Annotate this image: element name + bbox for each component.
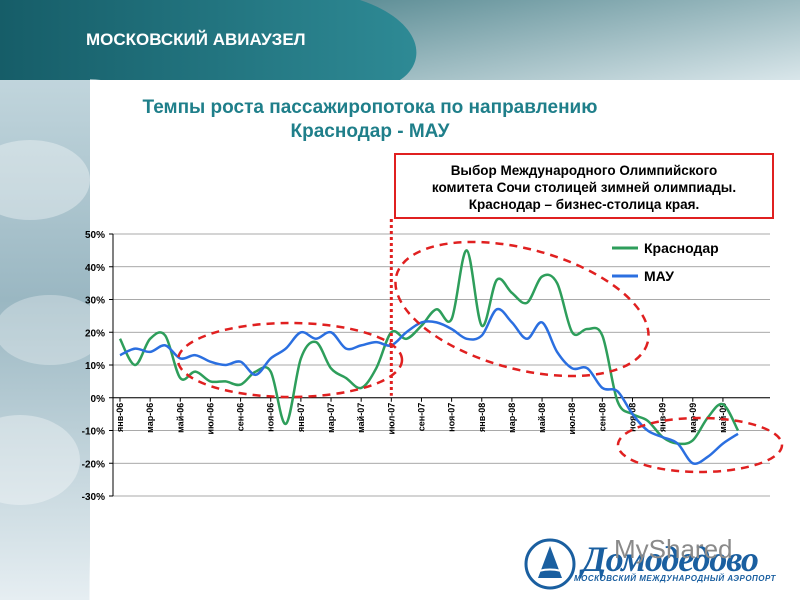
x-tick-label: ноя-08	[627, 403, 637, 432]
highlight-ellipse-2006	[176, 321, 404, 399]
x-tick-label: май-09	[718, 403, 728, 433]
x-tick-label: сен-07	[416, 403, 426, 431]
title-line-2: Краснодар - МАУ	[290, 121, 450, 142]
x-tick-label: сен-06	[236, 403, 246, 431]
x-tick-label: май-06	[175, 403, 185, 433]
x-tick-label: мар-07	[326, 403, 336, 433]
callout-line-1: Выбор Международного Олимпийского	[450, 163, 718, 178]
y-tick-label: 50%	[85, 230, 105, 241]
y-axis: 50% 40% 30% 20% 10% 0% -10% -20% -30%	[82, 230, 114, 503]
x-tick-label: июл-08	[567, 403, 577, 435]
x-tick-label: май-07	[356, 403, 366, 433]
x-tick-label: сен-08	[597, 403, 607, 431]
x-tick-label: мар-06	[145, 403, 155, 433]
page-title: Темпы роста пассажиропотока по направлен…	[120, 96, 620, 144]
x-tick-label: июл-07	[386, 403, 396, 435]
x-tick-label: июл-06	[205, 403, 215, 435]
y-tick-label: -30%	[82, 492, 105, 503]
legend-label: Краснодар	[644, 240, 719, 256]
annotations	[176, 219, 784, 474]
x-tick-label: май-08	[537, 403, 547, 433]
y-tick-label: -10%	[82, 427, 105, 438]
airport-logo-icon	[524, 538, 576, 590]
y-tick-label: 40%	[85, 263, 105, 274]
series-line-mau	[119, 307, 739, 466]
x-tick-label: янв-07	[296, 403, 306, 432]
x-tick-label: мар-08	[507, 403, 517, 433]
y-tick-label: 30%	[85, 296, 105, 307]
watermark: MyShared	[614, 534, 733, 564]
logo-subtitle: МОСКОВСКИЙ МЕЖДУНАРОДНЫЙ АЭРОПОРТ	[574, 574, 776, 583]
highlight-ellipse-2009	[616, 416, 784, 474]
callout-line-3: Краснодар – бизнес-столица края.	[468, 197, 700, 212]
chart-series	[118, 249, 740, 466]
highlight-ellipse-2007-2008	[394, 240, 650, 378]
x-axis: янв-06 мар-06 май-06 июл-06 сен-06 ноя-06 янв-…	[113, 397, 770, 435]
callout-line-2: комитета Сочи столицей зимней олимпиады.	[431, 180, 737, 195]
logo-wordmark: Домодедово	[582, 539, 759, 579]
legend-label: МАУ	[644, 268, 674, 284]
y-tick-label: -20%	[82, 459, 105, 470]
title-line-1: Темпы роста пассажиропотока по направлен…	[142, 97, 598, 118]
x-tick-label: янв-06	[115, 403, 125, 432]
x-tick-label: мар-09	[688, 403, 698, 433]
event-callout: Выбор Международного Олимпийского комите…	[394, 153, 774, 219]
chart-legend: Краснодар МАУ	[612, 240, 719, 284]
x-tick-label: ноя-06	[266, 403, 276, 432]
y-tick-label: 0%	[91, 394, 106, 405]
y-tick-label: 10%	[85, 361, 105, 372]
y-tick-label: 20%	[85, 328, 105, 339]
x-tick-label: янв-09	[658, 403, 668, 432]
header-org-label: МОСКОВСКИЙ АВИАУЗЕЛ	[86, 30, 306, 49]
x-tick-label: ноя-07	[447, 403, 457, 432]
x-tick-label: янв-08	[477, 403, 487, 432]
